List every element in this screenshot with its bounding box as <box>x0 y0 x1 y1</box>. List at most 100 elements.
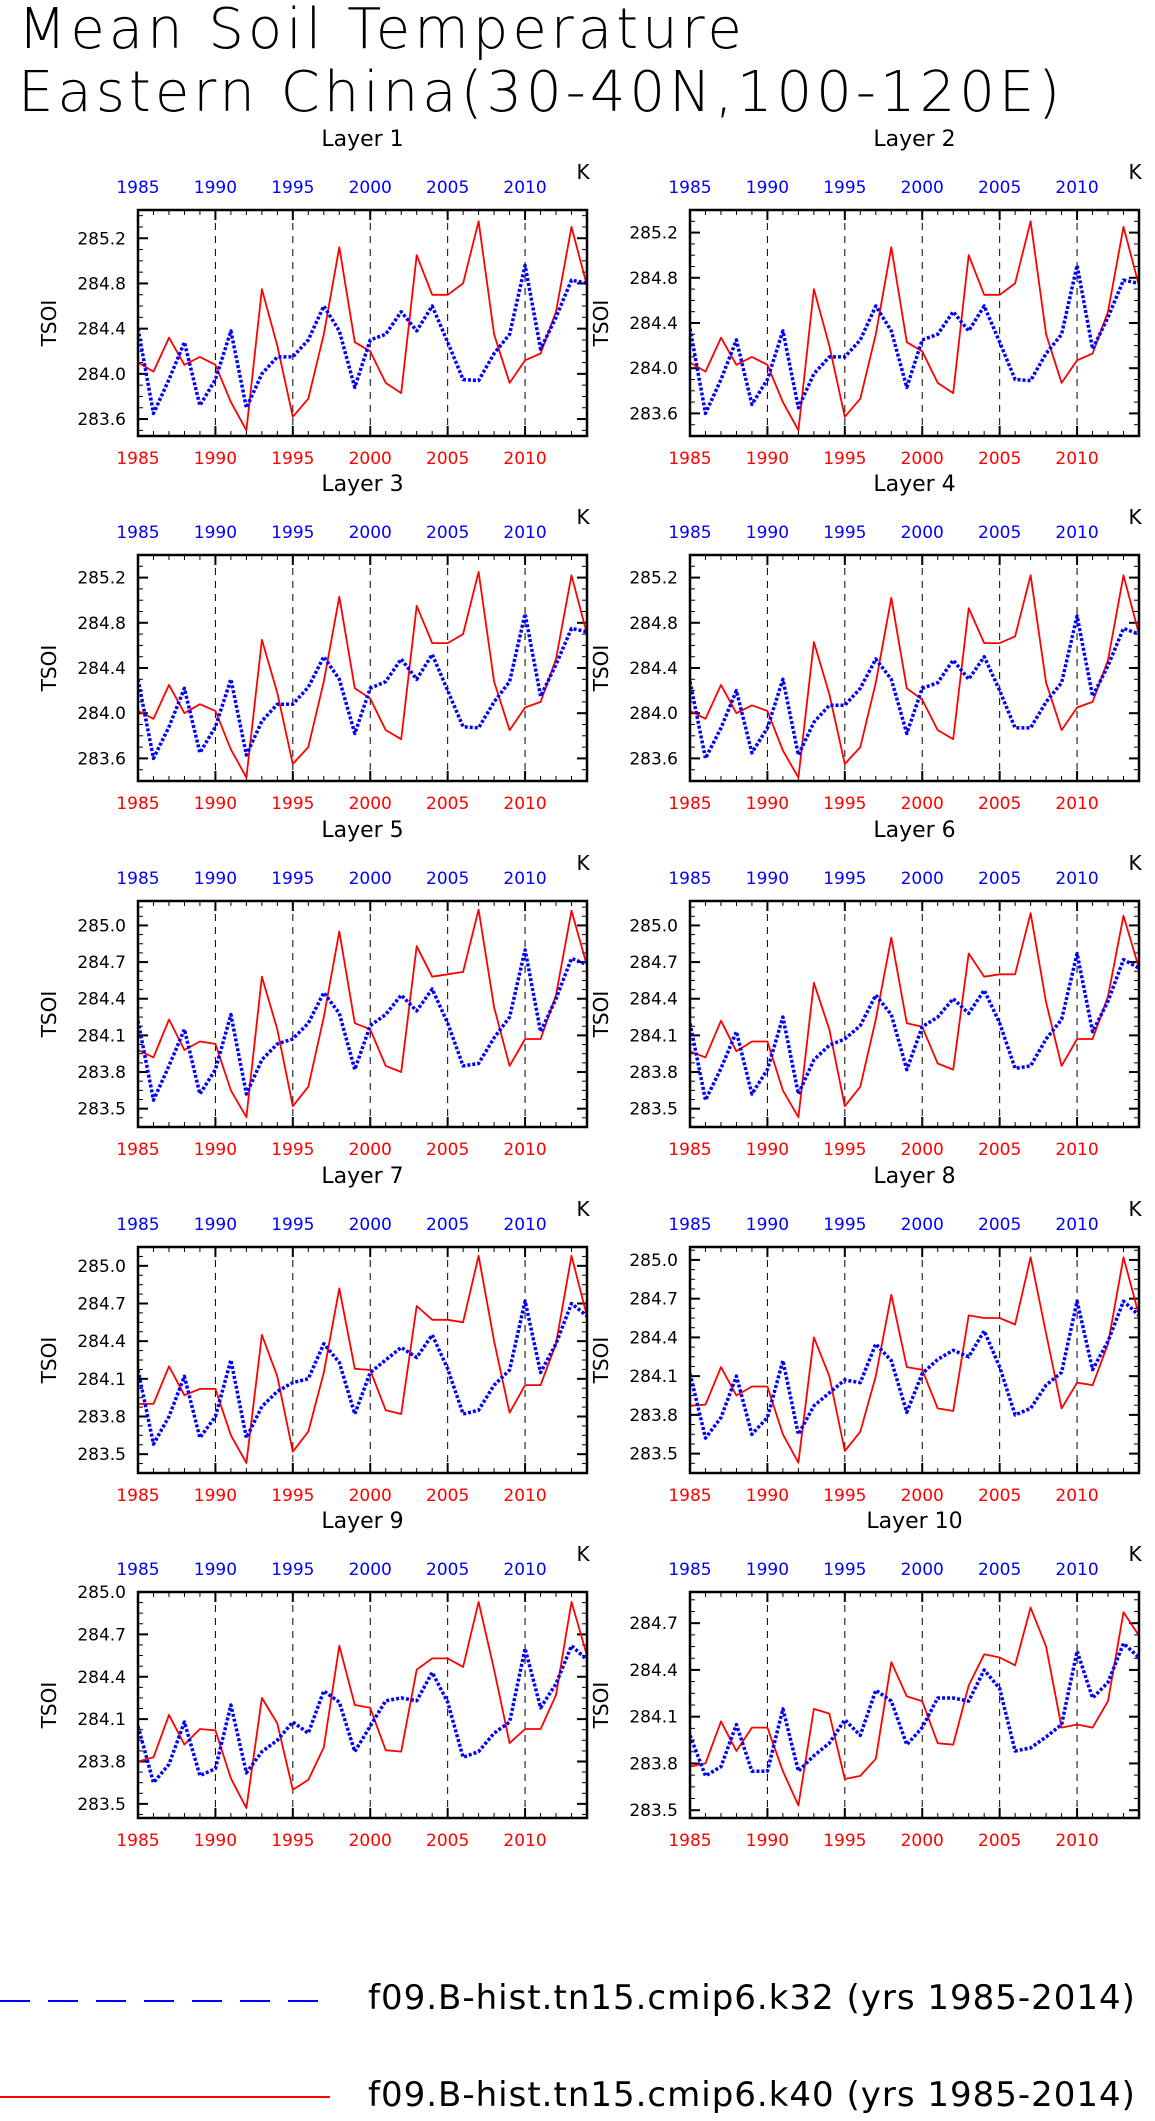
layer-2-x-tick-label-bottom-2000: 2000 <box>901 449 944 469</box>
layer-10-y-tick-label-2: 284.1 <box>629 1708 678 1728</box>
layer-9-plot-frame <box>136 1590 589 1820</box>
layer-9-series-k40-red <box>138 1601 587 1809</box>
layer-10-x-tick-label-bottom-2005: 2005 <box>978 1831 1021 1851</box>
layer-3-y-tick-label-1: 284.0 <box>77 704 126 724</box>
layer-9-x-tick-label-bottom-1985: 1985 <box>116 1831 159 1851</box>
layer-3-x-tick-label-top-2005: 2005 <box>426 523 469 543</box>
layer-10-plot-frame <box>688 1590 1141 1820</box>
layer-3-x-tick-label-bottom-1985: 1985 <box>116 794 159 814</box>
layer-8-x-tick-label-bottom-1990: 1990 <box>746 1486 789 1506</box>
chart-title-line-1: Mean Soil Temperature <box>18 0 746 62</box>
layer-2-y-tick-label-1: 284.0 <box>629 359 678 379</box>
layer-1-plot-frame <box>136 208 589 438</box>
layer-9-y-axis-label: TSOI <box>37 1682 61 1730</box>
layer-7-x-tick-label-bottom-1985: 1985 <box>116 1486 159 1506</box>
layer-3-y-tick-label-2: 284.4 <box>77 659 126 679</box>
layer-3-x-tick-label-top-1985: 1985 <box>116 523 159 543</box>
layer-3-unit-label: K <box>576 505 590 529</box>
legend-entry-k32: f09.B-hist.tn15.cmip6.k32 (yrs 1985-2014… <box>0 1968 1155 2028</box>
layer-2-x-tick-label-top-2010: 2010 <box>1055 178 1098 198</box>
layer-1-x-tick-label-bottom-2005: 2005 <box>426 449 469 469</box>
layer-1-series-k40-red <box>138 220 587 432</box>
layer-8-title: Layer 8 <box>873 1164 955 1189</box>
layer-8-x-tick-label-top-1995: 1995 <box>823 1215 866 1235</box>
layer-4-x-tick-label-bottom-2005: 2005 <box>978 794 1021 814</box>
layer-5-y-axis-label: TSOI <box>37 991 61 1039</box>
layer-9-x-tick-label-bottom-1990: 1990 <box>194 1831 237 1851</box>
layer-3-x-tick-label-bottom-2000: 2000 <box>349 794 392 814</box>
layer-3-y-tick-label-0: 283.6 <box>77 749 126 769</box>
layer-6-x-tick-label-top-1995: 1995 <box>823 869 866 889</box>
layer-5-y-tick-label-4: 284.7 <box>77 953 126 973</box>
layer-7-y-tick-label-2: 284.1 <box>77 1370 126 1390</box>
layer-6-y-tick-label-5: 285.0 <box>629 916 678 936</box>
layer-3-y-tick-label-3: 284.8 <box>77 614 126 634</box>
layer-1-x-tick-label-top-2010: 2010 <box>503 178 546 198</box>
layer-10-y-axis-label: TSOI <box>589 1682 613 1730</box>
layer-3-series-k40-red <box>138 571 587 779</box>
layer-2-x-tick-label-bottom-2010: 2010 <box>1055 449 1098 469</box>
layer-1-y-tick-label-4: 285.2 <box>77 229 126 249</box>
layer-4-unit-label: K <box>1128 505 1142 529</box>
layer-7-y-tick-label-3: 284.4 <box>77 1332 126 1352</box>
layer-5-y-tick-label-0: 283.5 <box>77 1100 126 1120</box>
layer-2-x-tick-label-top-1985: 1985 <box>668 178 711 198</box>
layer-3-x-tick-label-top-1990: 1990 <box>194 523 237 543</box>
layer-6-unit-label: K <box>1128 851 1142 875</box>
layer-7-y-tick-label-4: 284.7 <box>77 1295 126 1315</box>
layer-6-x-tick-label-bottom-2000: 2000 <box>901 1140 944 1160</box>
layer-2-x-tick-label-bottom-1990: 1990 <box>746 449 789 469</box>
layer-6-y-tick-label-0: 283.5 <box>629 1100 678 1120</box>
layer-7-unit-label: K <box>576 1197 590 1221</box>
layer-6-title: Layer 6 <box>873 818 955 843</box>
layer-10-x-tick-label-top-2010: 2010 <box>1055 1560 1098 1580</box>
layer-7-y-tick-label-5: 285.0 <box>77 1257 126 1277</box>
layer-2-x-tick-label-bottom-2005: 2005 <box>978 449 1021 469</box>
layer-3-x-tick-label-bottom-1995: 1995 <box>271 794 314 814</box>
layer-5-plot-frame <box>136 899 589 1129</box>
layer-2-unit-label: K <box>1128 160 1142 184</box>
layer-4-y-tick-label-3: 284.8 <box>629 614 678 634</box>
layer-6-x-tick-label-top-2000: 2000 <box>901 869 944 889</box>
layer-9-x-tick-label-bottom-2010: 2010 <box>503 1831 546 1851</box>
layer-4-x-tick-label-bottom-2010: 2010 <box>1055 794 1098 814</box>
layer-9-x-tick-label-top-2000: 2000 <box>349 1560 392 1580</box>
layer-1-x-tick-label-top-2000: 2000 <box>349 178 392 198</box>
layer-10-y-tick-label-0: 283.5 <box>629 1801 678 1821</box>
layer-9-y-tick-label-4: 284.7 <box>77 1625 126 1645</box>
layer-6-plot-frame <box>688 899 1141 1129</box>
layer-6-series-k32-blue <box>690 951 1139 1102</box>
layer-1-title: Layer 1 <box>321 127 403 152</box>
layer-8-x-tick-label-top-1990: 1990 <box>746 1215 789 1235</box>
layer-3-x-tick-label-bottom-2005: 2005 <box>426 794 469 814</box>
layer-4-title: Layer 4 <box>873 472 955 497</box>
layer-9-x-tick-label-top-1995: 1995 <box>271 1560 314 1580</box>
layer-4-y-tick-label-1: 284.0 <box>629 704 678 724</box>
layer-8-x-tick-label-bottom-1985: 1985 <box>668 1486 711 1506</box>
layer-8-series-k32-blue <box>690 1299 1139 1440</box>
layer-3-x-tick-label-bottom-2010: 2010 <box>503 794 546 814</box>
layer-2-y-tick-label-0: 283.6 <box>629 404 678 424</box>
layer-5-unit-label: K <box>576 851 590 875</box>
layer-1-x-tick-label-top-2005: 2005 <box>426 178 469 198</box>
layer-8-y-tick-label-3: 284.4 <box>629 1328 678 1348</box>
layer-9-y-tick-label-2: 284.1 <box>77 1710 126 1730</box>
layer-7-x-tick-label-top-1990: 1990 <box>194 1215 237 1235</box>
layer-2-x-tick-label-top-1995: 1995 <box>823 178 866 198</box>
layer-5-x-tick-label-top-1985: 1985 <box>116 869 159 889</box>
layer-4-y-tick-label-4: 285.2 <box>629 569 678 589</box>
layer-10-y-tick-label-3: 284.4 <box>629 1661 678 1681</box>
layer-5-x-tick-label-bottom-1985: 1985 <box>116 1140 159 1160</box>
layer-5-x-tick-label-top-2000: 2000 <box>349 869 392 889</box>
layer-8-x-tick-label-bottom-2010: 2010 <box>1055 1486 1098 1506</box>
legend-label-k40: f09.B-hist.tn15.cmip6.k40 (yrs 1985-2014… <box>368 2075 1136 2115</box>
layer-5-series-k32-blue <box>138 948 587 1102</box>
layer-3-x-tick-label-top-1995: 1995 <box>271 523 314 543</box>
layer-5-x-tick-label-top-1990: 1990 <box>194 869 237 889</box>
layer-4-x-tick-label-top-1985: 1985 <box>668 523 711 543</box>
layer-6-x-tick-label-bottom-1985: 1985 <box>668 1140 711 1160</box>
layer-10-x-tick-label-top-1985: 1985 <box>668 1560 711 1580</box>
layer-7-series-k32-blue <box>138 1299 587 1446</box>
layer-3-x-tick-label-bottom-1990: 1990 <box>194 794 237 814</box>
layer-5-x-tick-label-bottom-2005: 2005 <box>426 1140 469 1160</box>
